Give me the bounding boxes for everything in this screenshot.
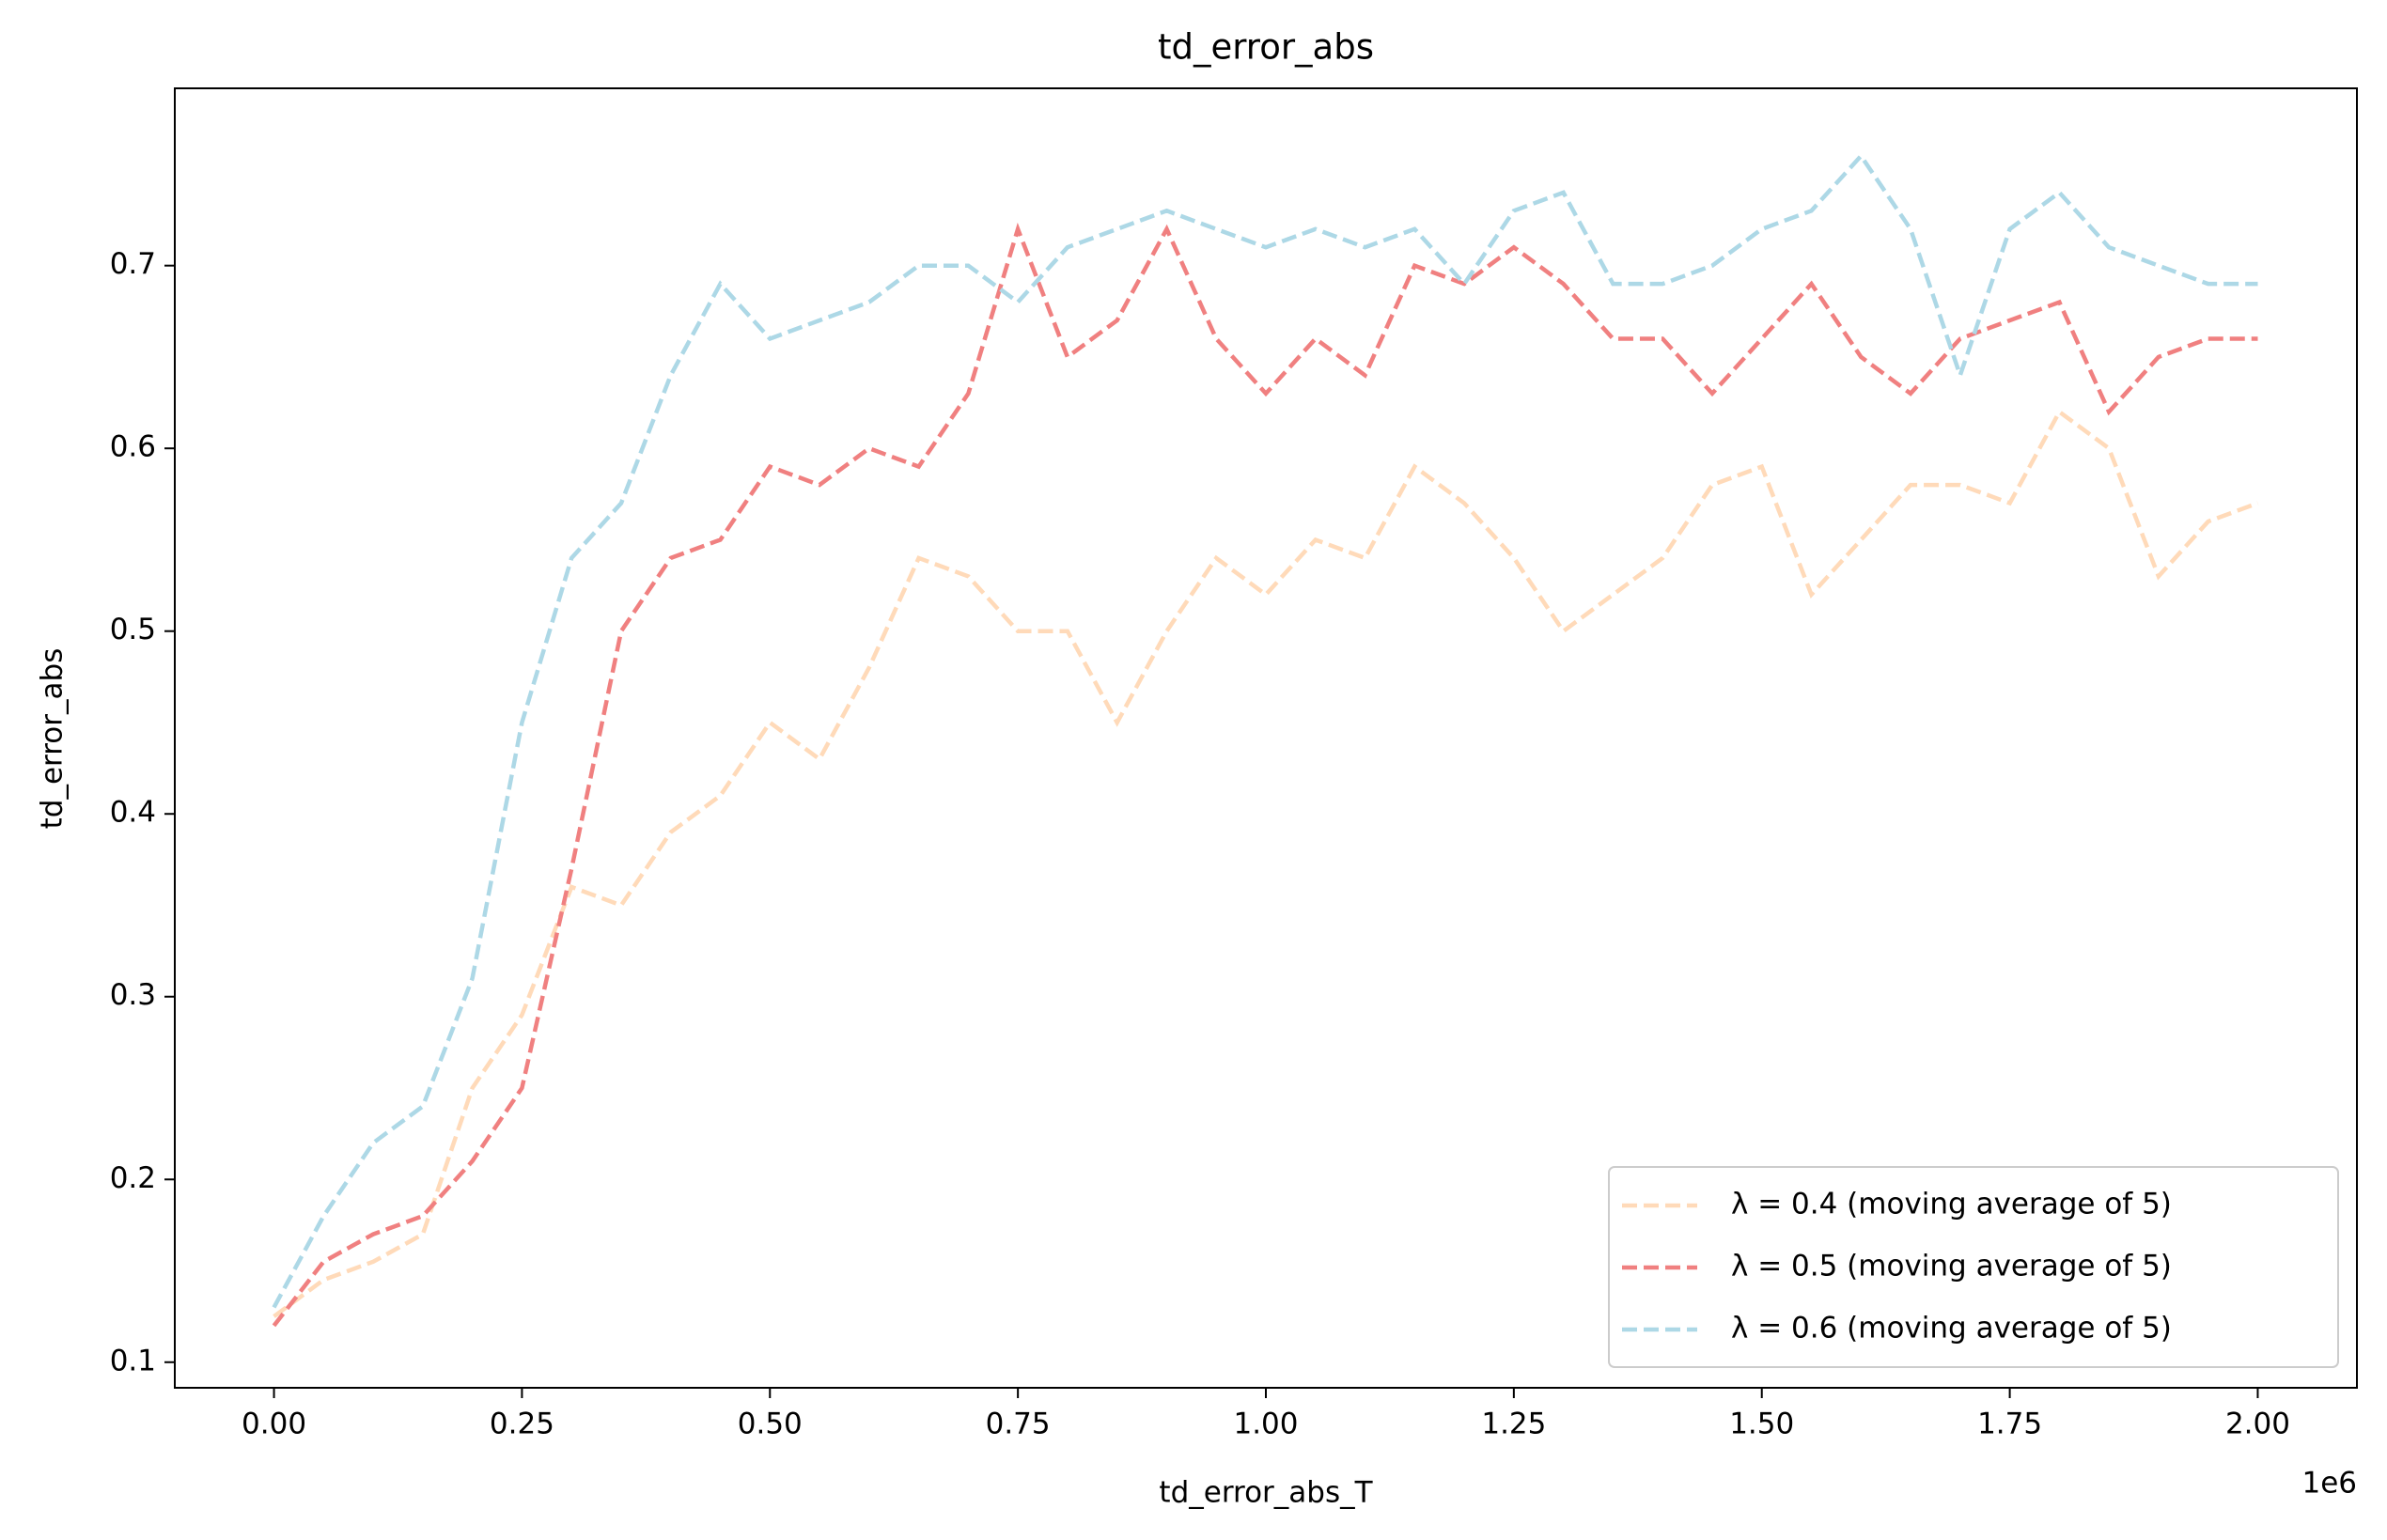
x-tick-label: 1.00 <box>1233 1408 1298 1441</box>
x-tick-label: 0.25 <box>490 1408 554 1441</box>
legend-label: λ = 0.4 (moving average of 5) <box>1731 1188 2172 1221</box>
x-tick-label: 0.75 <box>986 1408 1051 1441</box>
legend-box <box>1608 1166 2339 1368</box>
x-tick-label: 0.50 <box>738 1408 803 1441</box>
line-series <box>272 222 2258 1328</box>
y-tick-label: 0.4 <box>110 796 156 830</box>
y-axis-label: td_error_abs <box>36 648 70 830</box>
x-tick-label: 1.25 <box>1481 1408 1546 1441</box>
x-tick-label: 2.00 <box>2225 1408 2290 1441</box>
x-axis-label: td_error_abs_T <box>1159 1476 1373 1510</box>
y-tick-label: 0.2 <box>110 1161 156 1195</box>
line-series <box>272 152 2258 1309</box>
y-tick-label: 0.1 <box>110 1344 156 1377</box>
x-tick-label: 1.75 <box>1977 1408 2042 1441</box>
y-tick-label: 0.3 <box>110 978 156 1012</box>
x-tick-label: 1.50 <box>1729 1408 1794 1441</box>
y-tick-label: 0.5 <box>110 613 156 646</box>
x-offset-label: 1e6 <box>2301 1467 2357 1501</box>
y-tick-label: 0.7 <box>110 247 156 281</box>
plot-frame <box>174 87 2358 1389</box>
y-tick-label: 0.6 <box>110 430 156 464</box>
legend-label: λ = 0.5 (moving average of 5) <box>1731 1250 2172 1283</box>
legend-label: λ = 0.6 (moving average of 5) <box>1731 1312 2172 1346</box>
x-tick-label: 0.00 <box>242 1408 306 1441</box>
line-series <box>273 408 2259 1318</box>
chart-title: td_error_abs <box>1158 27 1374 68</box>
